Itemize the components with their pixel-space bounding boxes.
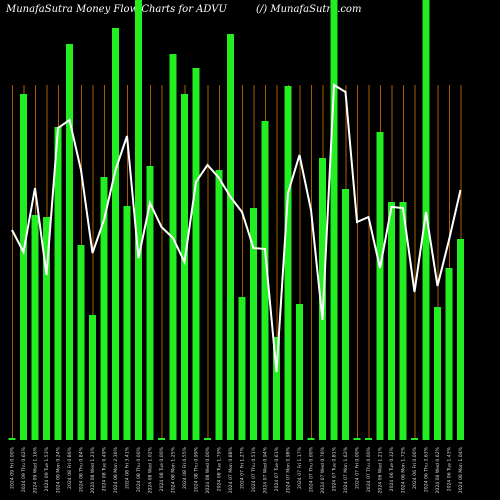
bar xyxy=(20,94,27,440)
bar xyxy=(376,132,384,440)
x-tick-label: 2024 07 Tue 0.61% xyxy=(274,446,280,491)
bar xyxy=(227,34,234,440)
bar xyxy=(89,315,96,440)
bar xyxy=(445,268,453,440)
bar xyxy=(181,94,188,440)
bar xyxy=(319,158,326,440)
x-tick-label: 2024 08 Tue 0.00% xyxy=(159,446,165,491)
x-tick-label: 2024 07 Fri 1.17% xyxy=(297,446,303,489)
x-tick-label: 2024 09 Thu 0.62% xyxy=(21,446,27,492)
bar xyxy=(54,127,62,440)
bar xyxy=(146,166,154,440)
bar xyxy=(399,202,407,440)
bar xyxy=(422,0,430,440)
x-tick-label: 2024 07 Wed 0.94% xyxy=(263,446,269,493)
x-tick-label: 2024 08 Wed 1.23% xyxy=(90,446,96,493)
x-tick-label: 2024 07 Thu 0.51% xyxy=(251,446,257,492)
bar xyxy=(238,297,246,440)
x-tick-label: 2024 08 Tue 0.49% xyxy=(102,446,108,491)
x-tick-label: 2024 06 Tue 1.43% xyxy=(447,446,453,491)
bar xyxy=(330,0,338,440)
x-tick-label: 2024 08 Thu 0.84% xyxy=(79,446,85,492)
x-tick-label: 2024 06 Wed 1.21% xyxy=(378,446,384,493)
x-tick-label: 2024 06 Wed 0.62% xyxy=(435,446,441,493)
chart-subtitle: (/) MunafaSutra.com xyxy=(256,4,361,15)
bar xyxy=(365,438,372,440)
bar xyxy=(342,189,349,440)
bar xyxy=(100,177,108,440)
bar xyxy=(273,337,280,440)
bar xyxy=(204,438,211,440)
bar xyxy=(215,170,223,440)
x-tick-label: 2024 08 Mon 2.36% xyxy=(113,446,119,493)
x-tick-label: 2024 08 Wed 1.02% xyxy=(148,446,154,493)
bar xyxy=(158,438,165,440)
x-tick-label: 2024 06 Mon 1.04% xyxy=(458,446,464,493)
bar xyxy=(250,208,257,440)
x-tick-label: 2024 07 Thu 0.00% xyxy=(309,446,315,492)
chart-title: MunafaSutra Money Flow Charts for ADVU xyxy=(5,4,227,15)
bar xyxy=(112,28,119,440)
bar xyxy=(66,44,73,440)
bar xyxy=(77,245,85,440)
x-tick-label: 2024 09 Tue 1.53% xyxy=(44,446,50,491)
bar xyxy=(261,121,269,440)
x-tick-label: 2024 07 Tue 0.81% xyxy=(332,446,338,491)
x-tick-label: 2024 07 Fri 0.00% xyxy=(355,446,361,489)
bar xyxy=(411,438,418,440)
x-tick-label: 2024 06 Fri 0.00% xyxy=(412,446,418,489)
bar xyxy=(307,438,315,440)
x-tick-label: 2024 07 Fri 1.27% xyxy=(240,446,246,489)
bar xyxy=(388,202,395,440)
x-tick-label: 2024 07 Mon 0.88% xyxy=(228,446,234,493)
bar xyxy=(43,217,50,440)
x-tick-label: 2024 08 Tue 1.79% xyxy=(217,446,223,491)
bar xyxy=(192,68,200,440)
x-tick-label: 2024 07 Wed 0.76% xyxy=(320,446,326,493)
x-tick-label: 2024 08 Wed 0.00% xyxy=(205,446,211,493)
bar xyxy=(123,206,131,440)
x-tick-label: 2024 07 Mon 0.98% xyxy=(286,446,292,493)
trend-line xyxy=(11,83,462,373)
bar xyxy=(169,54,177,440)
x-tick-label: 2024 07 Mon 1.62% xyxy=(343,446,349,493)
bar xyxy=(8,438,16,440)
x-tick-label: 2024 09 Fri 0.00% xyxy=(10,446,16,489)
x-tick-label: 2024 08 Thu 0.99% xyxy=(194,446,200,492)
x-tick-label: 2024 08 Fri 0.86% xyxy=(67,446,73,489)
bar xyxy=(284,86,292,440)
bar xyxy=(31,215,39,440)
bar xyxy=(457,239,464,440)
x-tick-label: 2024 06 Thu 3.63% xyxy=(424,446,430,492)
x-tick-label: 2024 06 Mon 1.72% xyxy=(401,446,407,493)
x-tick-label: 2024 08 Fri 3.41% xyxy=(125,446,131,489)
x-tick-label: 2024 06 Tue 0.32% xyxy=(389,446,395,491)
x-tick-label: 2024 07 Thu 0.00% xyxy=(366,446,372,492)
x-tick-label: 2024 08 Fri 0.55% xyxy=(182,446,188,489)
x-tick-label: 2024 08 Mon 1.25% xyxy=(171,446,177,493)
x-tick-label: 2024 09 Wed 1.16% xyxy=(33,446,39,493)
x-tick-label: 2024 09 Mon 0.24% xyxy=(56,446,62,493)
bar xyxy=(434,307,441,440)
x-tick-label: 2024 08 Thu 0.00% xyxy=(136,446,142,492)
bar xyxy=(353,438,361,440)
bar xyxy=(135,0,142,440)
bar xyxy=(296,304,303,440)
